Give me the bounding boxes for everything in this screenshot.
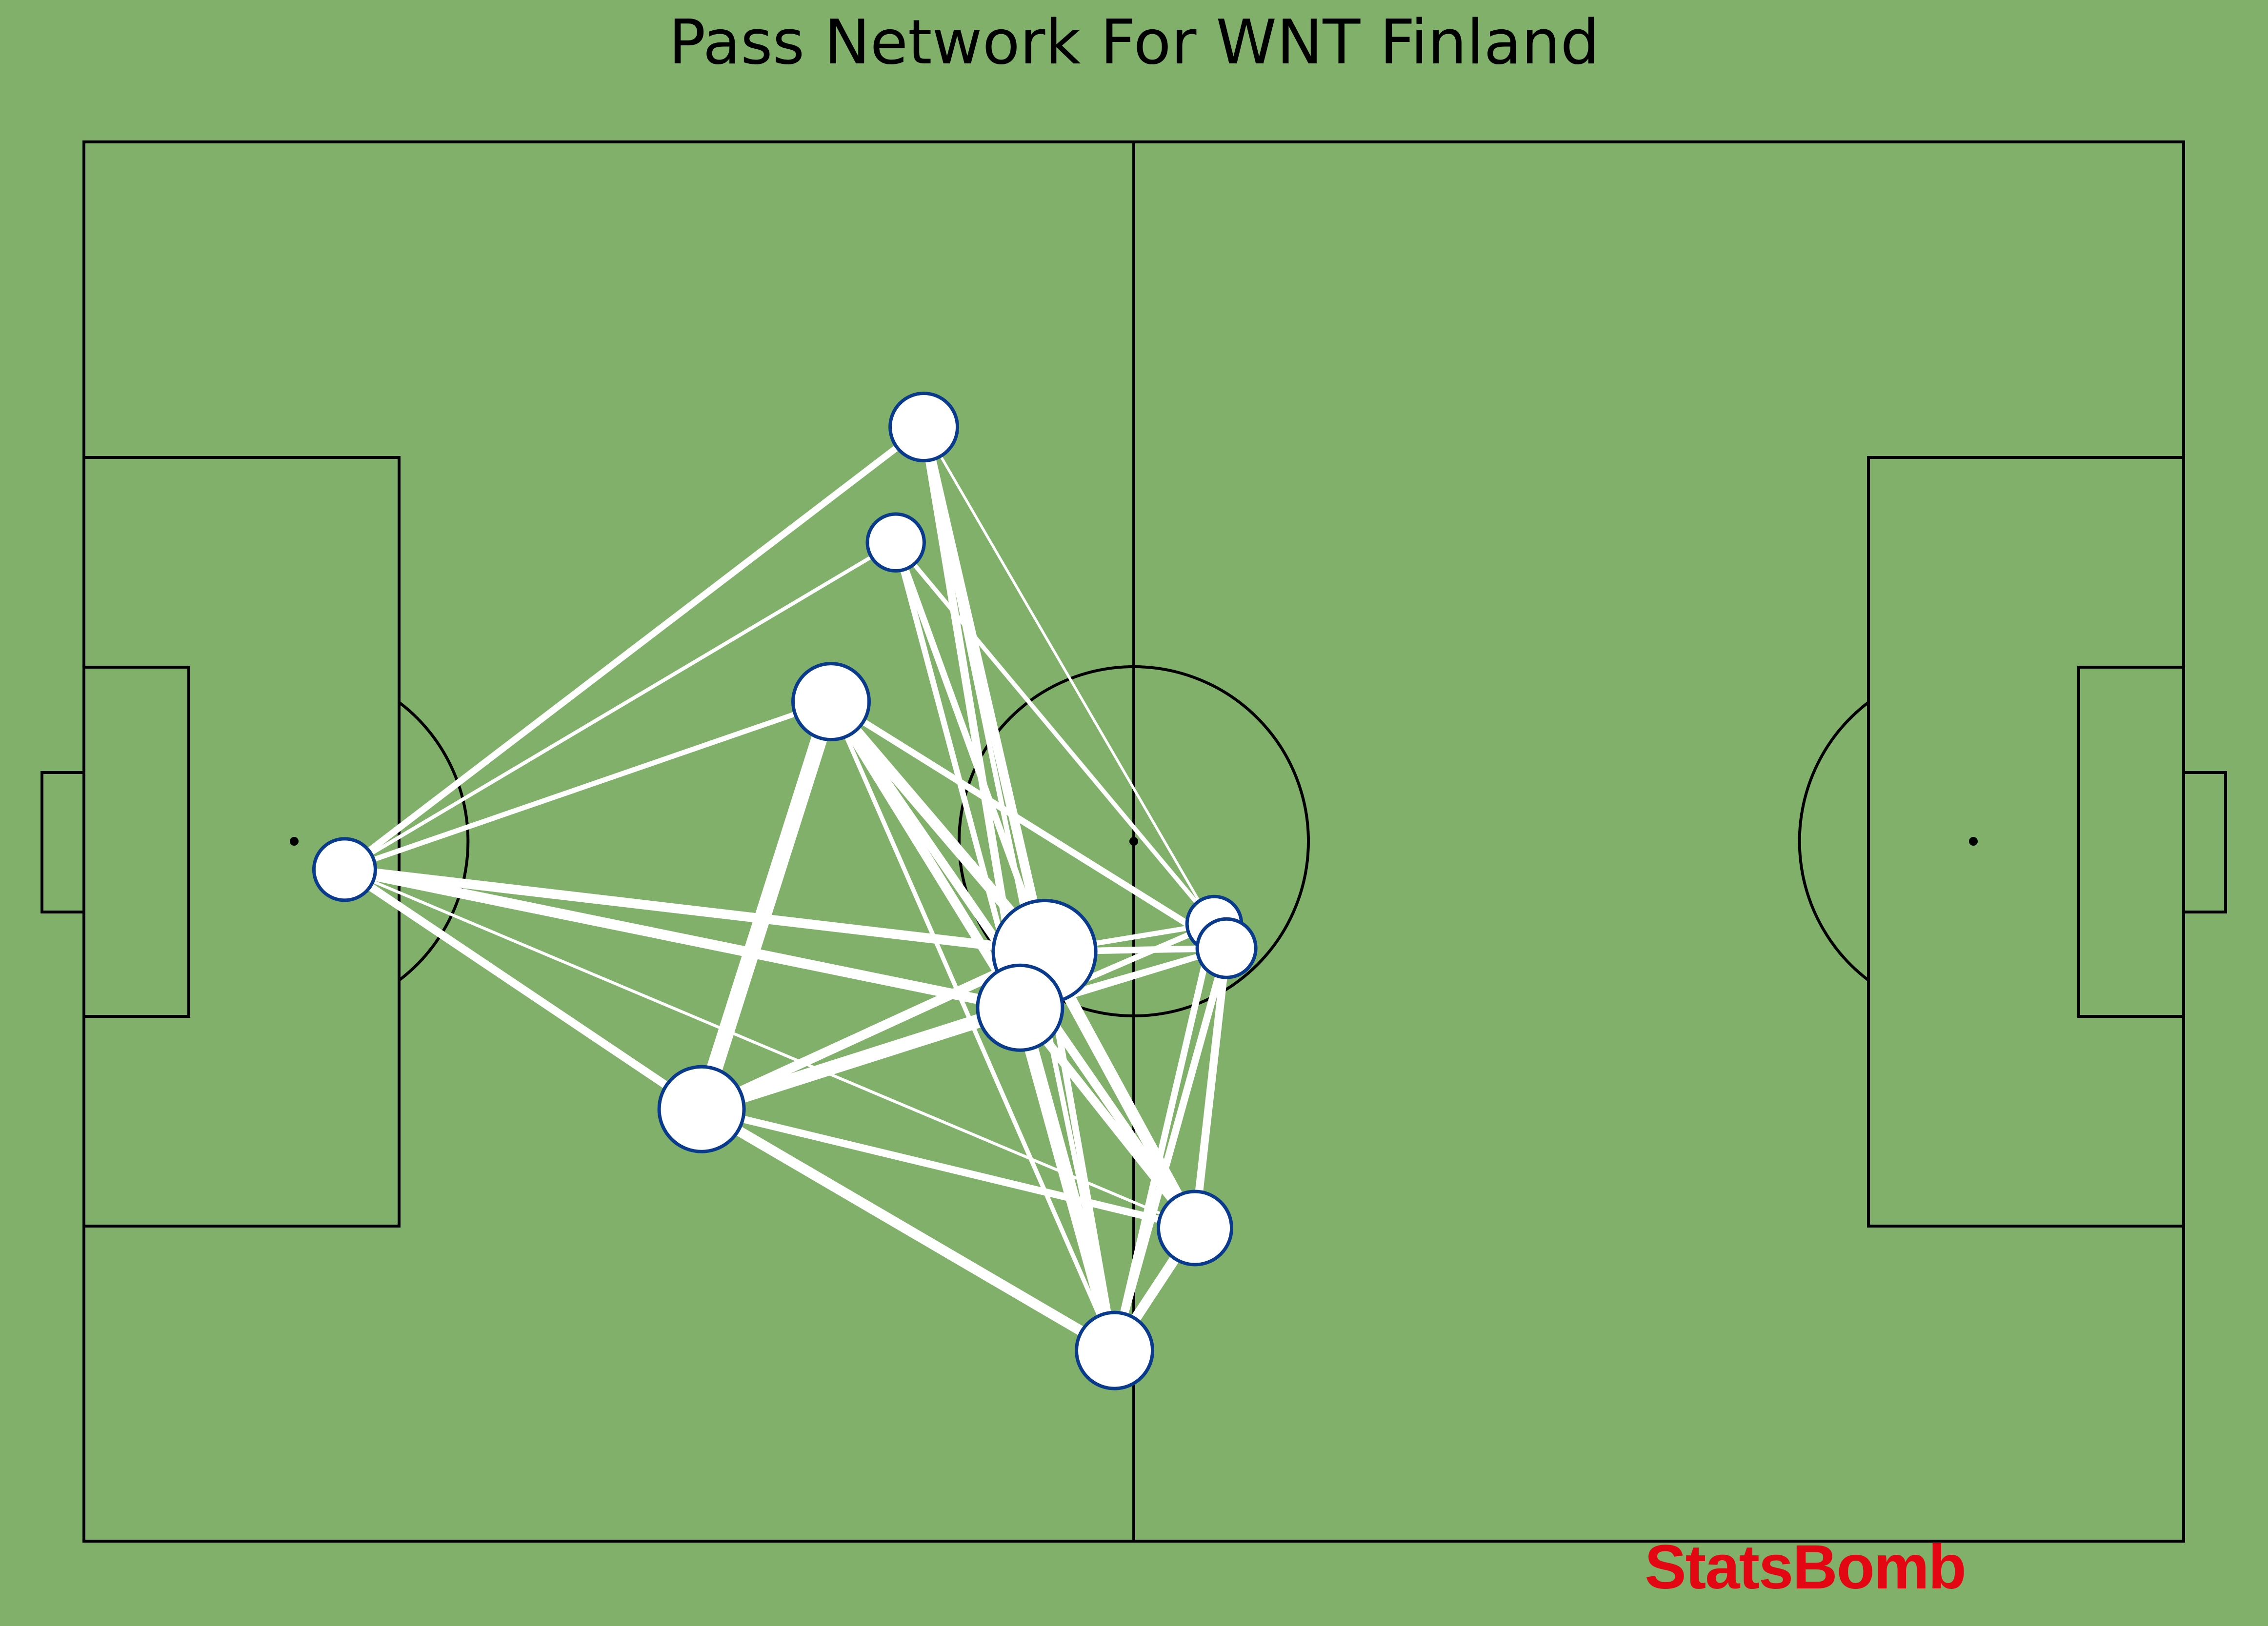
- left-penalty-arc: [398, 701, 470, 982]
- centre-spot: [1129, 837, 1138, 846]
- chart-title: Pass Network For WNT Finland: [668, 6, 1600, 78]
- player-node-p7: [657, 1065, 746, 1153]
- centre-circle: [958, 665, 1310, 1017]
- right-six-yard-box: [2077, 666, 2185, 1018]
- pass-edge-p4-p11: [829, 698, 1228, 951]
- pass-edge-p1-p6: [343, 864, 1021, 1013]
- pass-edge-p4-p7: [694, 699, 839, 1112]
- pass-edge-p7-p8: [701, 1105, 1196, 1232]
- player-node-p8: [1157, 1190, 1234, 1267]
- pitch-markings: [40, 140, 2227, 1543]
- right-goal: [2182, 771, 2227, 913]
- pass-edge-p5-p7: [700, 947, 1047, 1114]
- pass-edge-p8-p11: [1191, 948, 1231, 1229]
- pass-edge-p7-p9: [699, 1105, 1117, 1355]
- player-node-p9: [1075, 1310, 1155, 1390]
- pass-edge-p3-p5: [892, 541, 1048, 953]
- pass-edge-p9-p11: [1111, 947, 1230, 1352]
- right-penalty-area: [1867, 456, 2185, 1228]
- pass-edge-p1-p8: [344, 868, 1196, 1229]
- pass-edge-p1-p7: [342, 866, 704, 1113]
- pass-edge-p4-p5: [826, 698, 1049, 955]
- pass-edge-p7-p11: [701, 946, 1227, 1112]
- pass-edge-p1-p3: [343, 541, 897, 872]
- player-node-p3: [865, 512, 926, 573]
- right-penalty-arc: [1798, 701, 1869, 982]
- player-node-p1: [312, 837, 377, 902]
- pass-edge-p3-p10: [894, 541, 1216, 925]
- right-penalty-spot: [1969, 837, 1978, 846]
- pass-edge-p1-p2: [342, 424, 926, 872]
- pass-edge-p1-p5: [344, 865, 1045, 957]
- pass-edge-p2-p11: [923, 426, 1228, 949]
- player-node-p11: [1195, 917, 1258, 979]
- pass-edge-p1-p4: [343, 699, 832, 872]
- pass-edges: [342, 424, 1231, 1355]
- left-penalty-spot: [290, 837, 299, 846]
- left-goal: [40, 771, 85, 913]
- player-node-p4: [791, 662, 871, 742]
- player-nodes: [312, 392, 1258, 1390]
- statsbomb-logo: StatsBomb: [1645, 1532, 1967, 1602]
- player-node-p6: [976, 963, 1064, 1052]
- pass-edge-p6-p8: [1016, 1005, 1199, 1231]
- pass-edge-p6-p9: [1013, 1006, 1122, 1352]
- player-node-p2: [888, 392, 960, 463]
- left-six-yard-box: [82, 666, 190, 1018]
